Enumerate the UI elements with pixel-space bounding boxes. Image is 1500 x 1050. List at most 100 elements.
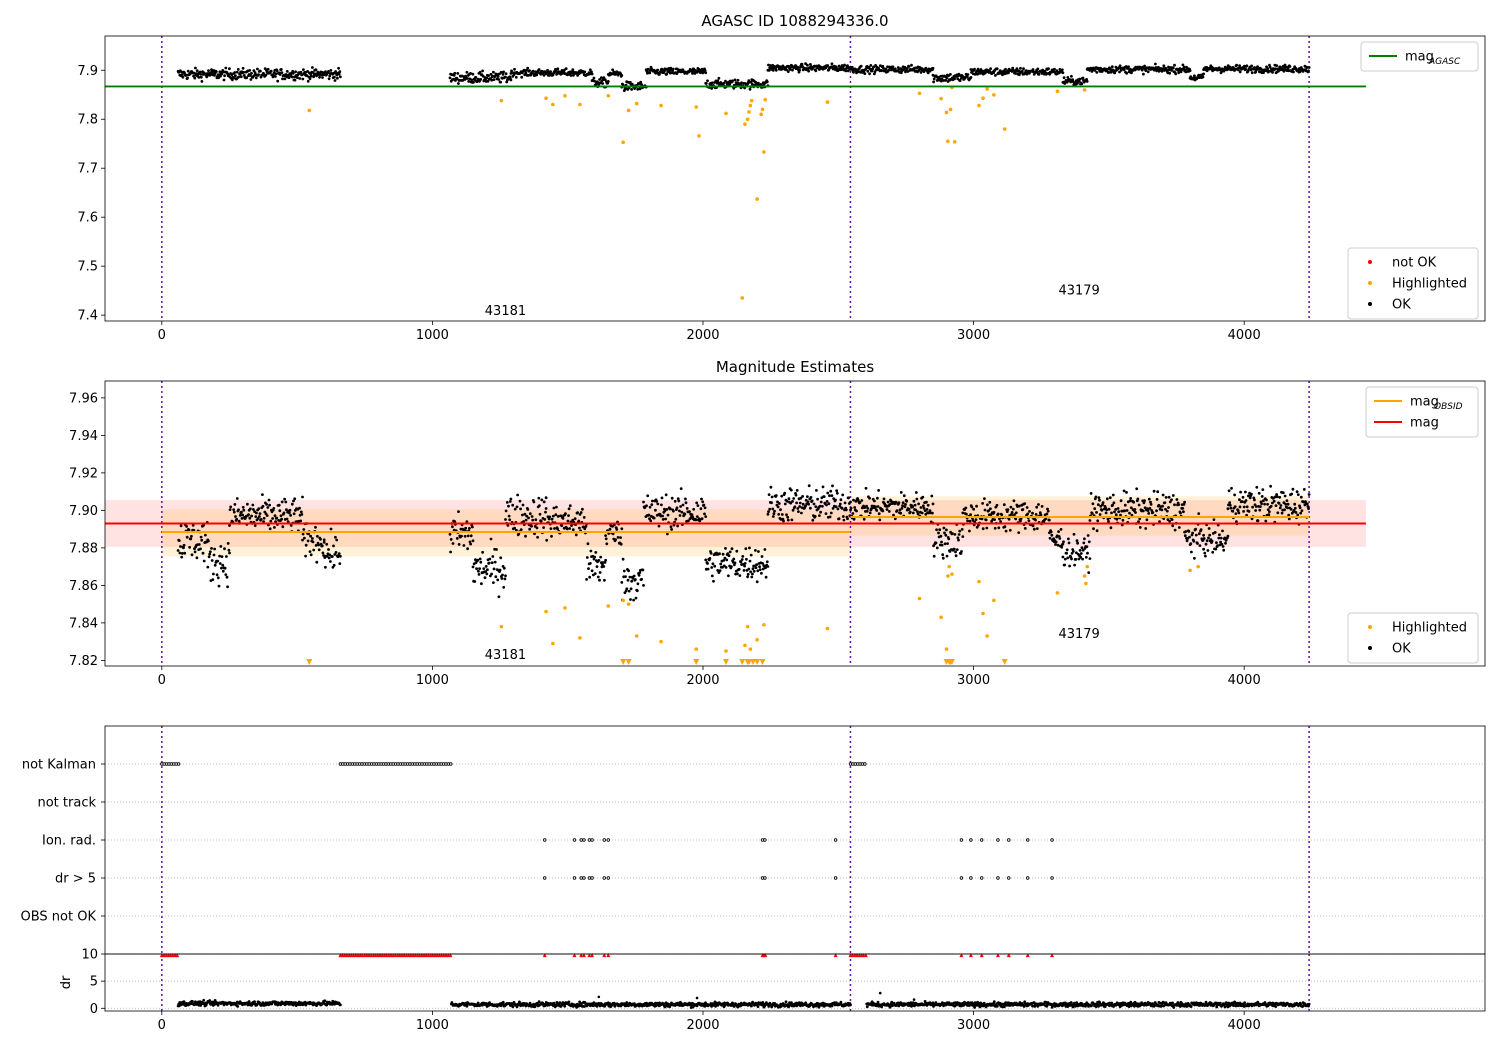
ok-point — [477, 573, 481, 576]
ok-point — [289, 524, 293, 527]
ok-point — [604, 537, 608, 541]
flag-marker — [579, 838, 583, 842]
ok-point — [1058, 68, 1062, 71]
ok-point — [259, 69, 262, 73]
ok-point — [549, 527, 553, 530]
ok-point — [294, 70, 297, 74]
ok-point — [308, 550, 312, 553]
ok-point — [525, 514, 529, 518]
ok-point — [1104, 511, 1108, 515]
ok-point — [1163, 501, 1167, 504]
ok-point — [321, 551, 325, 555]
ok-point — [1128, 499, 1132, 503]
ok-point — [1194, 533, 1198, 537]
ok-point — [590, 569, 594, 573]
ok-point — [1257, 491, 1261, 495]
ok-point — [876, 496, 879, 500]
ok-point — [1290, 492, 1294, 496]
ok-point — [638, 87, 642, 91]
ok-point — [312, 75, 315, 79]
highlighted-point — [1055, 591, 1060, 595]
ok-point — [1107, 71, 1111, 74]
ok-point — [1076, 541, 1079, 545]
ok-point — [710, 566, 714, 569]
ok-point — [868, 72, 871, 76]
ok-point — [223, 566, 227, 570]
ok-point — [1072, 532, 1076, 536]
ok-point — [995, 67, 999, 71]
ok-point — [624, 575, 627, 578]
ok-point — [1040, 505, 1044, 508]
ok-point — [655, 499, 658, 503]
ok-point — [1127, 65, 1130, 69]
ok-point — [303, 536, 306, 540]
ok-point — [957, 533, 961, 536]
ok-point — [319, 537, 322, 541]
ok-point — [200, 80, 204, 83]
ok-point — [314, 544, 318, 547]
ok-point — [1060, 68, 1064, 72]
ok-point — [279, 514, 283, 518]
ok-point — [314, 525, 317, 529]
ok-point — [487, 561, 491, 565]
ok-point — [796, 507, 800, 510]
ok-point — [968, 529, 971, 533]
ok-point — [1228, 501, 1232, 504]
ok-point — [710, 81, 714, 85]
ok-point — [772, 512, 776, 516]
ok-point — [334, 535, 337, 539]
ok-point — [279, 68, 283, 71]
ok-point — [544, 507, 548, 510]
highlighted-point — [948, 107, 953, 112]
ok-point — [1202, 547, 1205, 551]
legend-subscript: OBSID — [1434, 402, 1463, 412]
ok-point — [865, 1005, 869, 1009]
ok-point — [1059, 528, 1063, 531]
ok-point — [478, 70, 482, 74]
ok-point — [993, 526, 997, 530]
ok-point — [1202, 537, 1206, 540]
ok-point — [1188, 69, 1192, 72]
ok-point — [258, 515, 261, 518]
ok-point — [554, 69, 558, 72]
ok-point — [545, 538, 549, 542]
ok-point — [1212, 518, 1216, 521]
y-tick-label: 7.92 — [69, 466, 98, 481]
ok-point — [318, 75, 321, 79]
ok-point — [1160, 69, 1164, 73]
ok-point — [1173, 528, 1177, 532]
ok-point — [180, 552, 184, 555]
ok-point — [630, 88, 633, 91]
ok-point — [228, 551, 231, 555]
ok-point — [1028, 510, 1031, 513]
ok-point — [1082, 541, 1086, 545]
ok-point — [831, 484, 834, 488]
ok-point — [296, 76, 299, 79]
ok-point — [776, 505, 780, 509]
ok-point — [676, 497, 680, 501]
ok-point — [980, 517, 984, 521]
highlighted-point — [981, 611, 985, 616]
ok-point — [535, 73, 539, 77]
ok-point — [479, 560, 483, 564]
ok-point — [1036, 67, 1040, 71]
ok-point — [919, 71, 923, 74]
ok-point — [511, 503, 515, 507]
highlighted-point — [947, 564, 952, 569]
ok-point — [494, 575, 498, 579]
ok-point — [764, 566, 767, 570]
ok-point — [975, 525, 979, 529]
ok-point — [744, 547, 748, 551]
ok-point — [1094, 495, 1098, 499]
ok-point — [919, 506, 923, 509]
ok-point — [1019, 66, 1022, 70]
ok-point — [587, 567, 590, 570]
ok-point — [333, 553, 337, 556]
ok-point — [844, 508, 848, 512]
ok-point — [485, 572, 489, 576]
ok-point — [1129, 506, 1133, 510]
ok-point — [830, 62, 834, 66]
ok-point — [1117, 510, 1121, 514]
ok-point — [866, 507, 870, 510]
ok-point — [768, 507, 772, 511]
